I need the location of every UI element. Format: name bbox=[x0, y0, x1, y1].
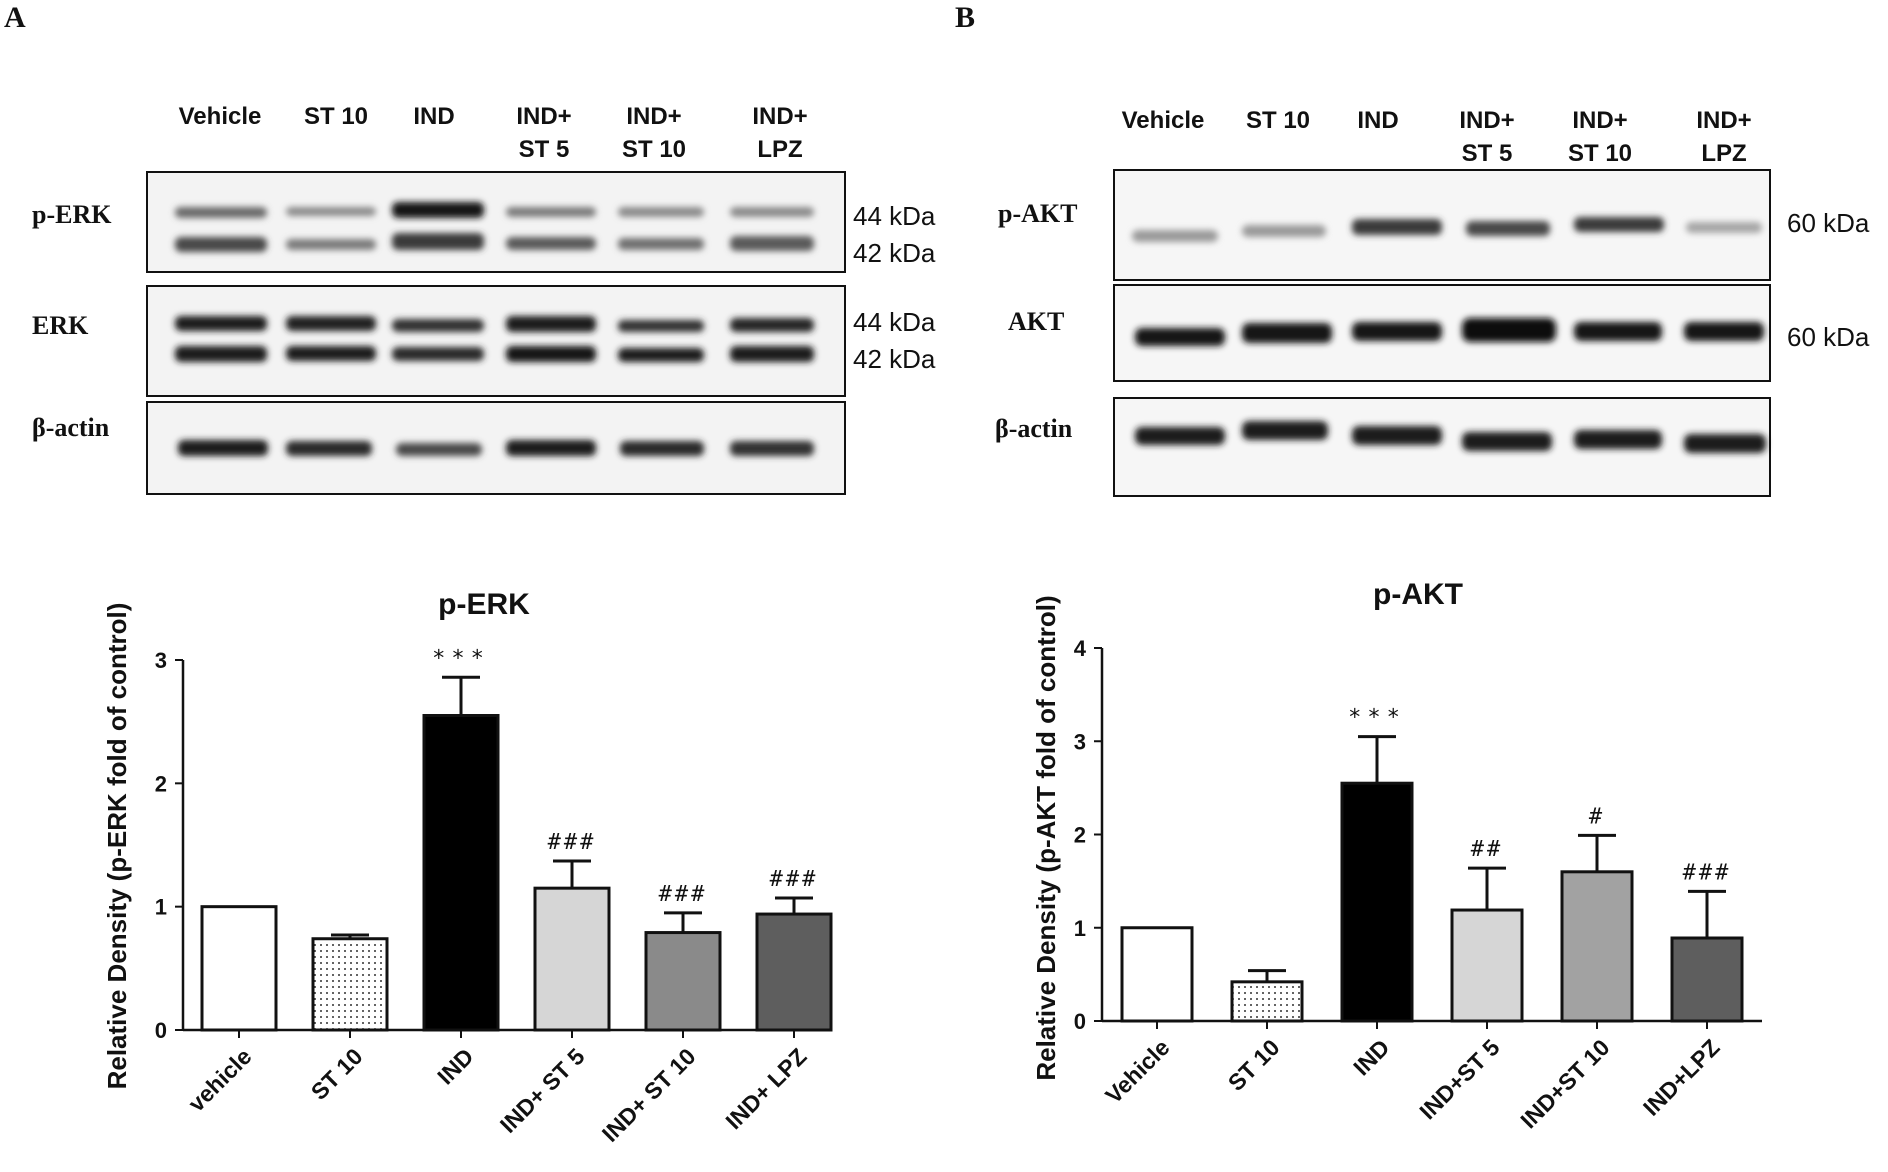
x-tick-label: IND bbox=[432, 1043, 478, 1089]
lane-label: IND+ LPZ bbox=[1696, 107, 1751, 167]
lane-label: Vehicle bbox=[1122, 107, 1205, 134]
blot-bands bbox=[1132, 217, 1762, 242]
blot-bands bbox=[175, 316, 814, 362]
bar bbox=[644, 931, 722, 1032]
lane-label: ST 10 bbox=[1246, 107, 1310, 134]
blot-row-label: β-actin bbox=[995, 414, 1073, 443]
blot-a: Vehicle ST 10 IND IND+ ST 5 IND+ ST 10 IND… bbox=[32, 103, 936, 495]
x-tick-label: IND+ST 10 bbox=[1515, 1034, 1614, 1133]
kda-marker: 44 kDa bbox=[853, 201, 936, 231]
x-tick-label: ST 10 bbox=[306, 1043, 368, 1105]
bar bbox=[1230, 980, 1304, 1023]
x-tick-label: IND+LPZ bbox=[1638, 1034, 1725, 1121]
blot-row-label: ERK bbox=[32, 311, 89, 340]
lane-label: IND+ LPZ bbox=[752, 103, 807, 163]
blot-bands bbox=[1135, 318, 1764, 346]
bar bbox=[1340, 781, 1414, 1023]
significance-label: ## bbox=[1471, 837, 1504, 862]
blot-row-label: AKT bbox=[1008, 307, 1064, 336]
significance-label: ### bbox=[1683, 860, 1732, 885]
significance-label: ### bbox=[770, 867, 819, 892]
x-tick-label: IND+ LPZ bbox=[720, 1043, 811, 1134]
bar bbox=[755, 912, 833, 1032]
kda-marker: 44 kDa bbox=[853, 307, 936, 337]
y-tick-label: 0 bbox=[155, 1018, 167, 1043]
y-tick-label: 3 bbox=[155, 648, 167, 673]
x-tick-label: Vehicle bbox=[1100, 1034, 1174, 1108]
lane-label: IND bbox=[1357, 107, 1398, 134]
x-tick-label: IND bbox=[1348, 1034, 1394, 1080]
blot-b-lane-labels: Vehicle ST 10 IND IND+ ST 5 IND+ ST 10 IND… bbox=[1122, 107, 1752, 167]
y-tick-label: 4 bbox=[1074, 636, 1087, 661]
x-tick-label: IND+ ST 10 bbox=[597, 1043, 701, 1147]
panel-letter-a: A bbox=[4, 1, 26, 34]
y-tick-label: 2 bbox=[155, 771, 167, 796]
chart-title: p-ERK bbox=[438, 588, 530, 621]
kda-marker: 60 kDa bbox=[1787, 208, 1870, 238]
blot-row-label: p-AKT bbox=[998, 199, 1077, 228]
lane-label: IND bbox=[413, 103, 454, 130]
y-tick-label: 2 bbox=[1074, 823, 1086, 848]
x-tick-label: vehicle bbox=[183, 1043, 257, 1117]
significance-label: ### bbox=[548, 830, 597, 855]
blot-row-label: p-ERK bbox=[32, 200, 112, 229]
blot-membrane bbox=[1113, 397, 1771, 497]
blot-bands bbox=[178, 440, 814, 456]
kda-marker: 42 kDa bbox=[853, 238, 936, 268]
blot-b: Vehicle ST 10 IND IND+ ST 5 IND+ ST 10 IND… bbox=[995, 107, 1870, 497]
bar bbox=[1450, 908, 1524, 1023]
bar bbox=[1120, 926, 1194, 1023]
x-tick-label: ST 10 bbox=[1223, 1034, 1285, 1096]
blot-bands bbox=[1135, 421, 1766, 453]
significance-label: # bbox=[1589, 804, 1605, 829]
blot-row-label: β-actin bbox=[32, 413, 110, 442]
bar bbox=[311, 937, 389, 1032]
lane-label: IND+ ST 5 bbox=[1459, 107, 1514, 167]
chart-p-erk: 0 1 2 3 p-ERK Relative Density (p-ERK fold of… bbox=[102, 588, 833, 1147]
blot-membrane bbox=[146, 171, 846, 273]
y-axis-label: Relative Density (p-ERK fold of control) bbox=[102, 603, 132, 1090]
bar bbox=[533, 886, 611, 1032]
y-tick-label: 3 bbox=[1074, 729, 1086, 754]
blot-membrane bbox=[146, 285, 846, 397]
bar bbox=[422, 714, 500, 1032]
lane-label: Vehicle bbox=[179, 103, 262, 130]
y-tick-label: 1 bbox=[155, 895, 167, 920]
y-tick-label: 0 bbox=[1074, 1009, 1086, 1034]
kda-marker: 42 kDa bbox=[853, 344, 936, 374]
significance-label: ### bbox=[659, 882, 708, 907]
bar bbox=[200, 905, 278, 1032]
chart-p-akt: 0 1 2 3 4 p-AKT Relative Density (p-AKT fold o… bbox=[1031, 578, 1762, 1133]
blot-a-lane-labels: Vehicle ST 10 IND IND+ ST 5 IND+ ST 10 IND… bbox=[179, 103, 808, 163]
panel-letter-b: B bbox=[955, 1, 975, 34]
blot-bands bbox=[175, 202, 814, 252]
bar bbox=[1560, 870, 1634, 1023]
chart-title: p-AKT bbox=[1373, 578, 1463, 611]
x-tick-label: IND+ ST 5 bbox=[495, 1043, 590, 1138]
significance-label: *** bbox=[1348, 706, 1406, 731]
lane-label: IND+ ST 10 bbox=[622, 103, 686, 163]
y-axis-label: Relative Density (p-AKT fold of control) bbox=[1031, 595, 1061, 1080]
lane-label: IND+ ST 10 bbox=[1568, 107, 1632, 167]
y-tick-label: 1 bbox=[1074, 916, 1086, 941]
bar bbox=[1670, 936, 1744, 1023]
kda-marker: 60 kDa bbox=[1787, 322, 1870, 352]
x-tick-label: IND+ST 5 bbox=[1414, 1034, 1504, 1124]
lane-label: ST 10 bbox=[304, 103, 368, 130]
significance-label: *** bbox=[432, 646, 490, 671]
lane-label: IND+ ST 5 bbox=[516, 103, 571, 163]
